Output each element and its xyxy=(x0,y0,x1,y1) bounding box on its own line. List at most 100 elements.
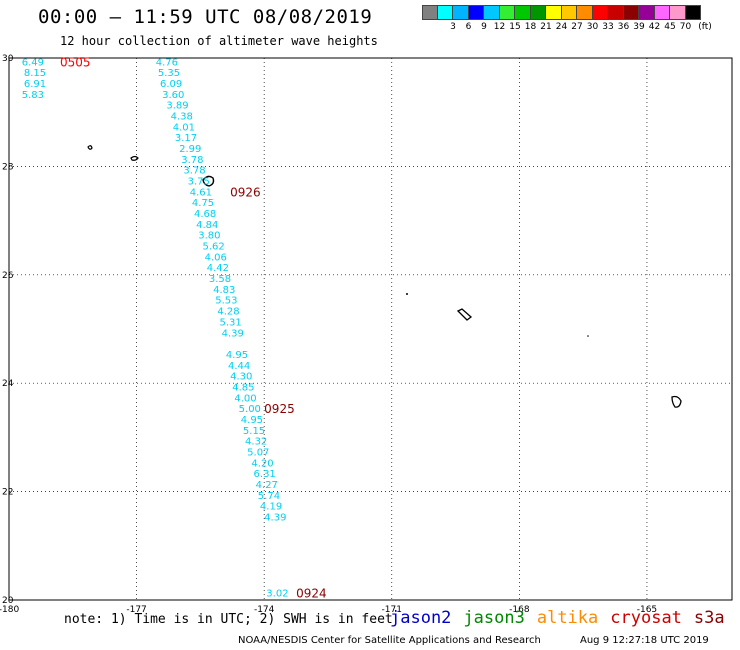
island-shape xyxy=(202,175,215,187)
longitude-tick-label: -168 xyxy=(509,605,530,615)
wave-height-label: 3.80 xyxy=(198,231,220,242)
wave-height-label: 4.61 xyxy=(190,187,212,198)
credit-line: NOAA/NESDIS Center for Satellite Applica… xyxy=(238,635,541,646)
wave-height-label: 4.85 xyxy=(232,382,254,393)
wave-height-label: 4.42 xyxy=(207,263,229,274)
wave-height-label: 4.32 xyxy=(245,437,267,448)
legend-label: 30 xyxy=(586,22,599,32)
wave-height-label: 3.58 xyxy=(209,274,231,285)
map-frame xyxy=(8,57,733,601)
legend-swatch xyxy=(484,5,500,20)
wave-height-label: 3.02 xyxy=(266,588,288,599)
latitude-tick-label: 30 xyxy=(2,54,14,64)
wave-height-label: 4.00 xyxy=(234,393,256,404)
legend-swatch xyxy=(654,5,670,20)
longitude-tick-label: -174 xyxy=(254,605,275,615)
wave-height-label: 8.15 xyxy=(24,68,46,79)
wave-height-label: 5.83 xyxy=(22,90,44,101)
wave-height-label: 3.78 xyxy=(181,155,203,166)
legend-swatch xyxy=(561,5,577,20)
legend-swatch xyxy=(468,5,484,20)
legend-label: 39 xyxy=(633,22,645,32)
satellite-name: s3a xyxy=(693,608,725,628)
legend-swatch xyxy=(515,5,531,20)
longitude-tick-label: -180 xyxy=(0,605,19,615)
island-shape xyxy=(671,395,682,408)
latitude-tick-label: 20 xyxy=(2,596,14,606)
wave-height-label: 4.01 xyxy=(173,122,195,133)
wave-height-label: 5.31 xyxy=(220,317,242,328)
longitude-tick-label: -165 xyxy=(637,605,657,615)
wave-height-label: 5.53 xyxy=(215,296,237,307)
latitude-tick-label: 26 xyxy=(2,271,14,281)
wave-height-label: 4.76 xyxy=(156,57,178,68)
wave-height-label: 5.35 xyxy=(158,68,180,79)
satellite-name: jason2 xyxy=(390,608,452,628)
generated-timestamp: Aug 9 12:27:18 UTC 2019 xyxy=(580,635,709,646)
legend-swatch xyxy=(453,5,469,20)
wave-height-label: 4.19 xyxy=(260,502,282,513)
island-shape xyxy=(587,335,589,337)
wave-height-label: 4.44 xyxy=(228,361,250,372)
legend-swatch xyxy=(685,5,701,20)
island-shape xyxy=(406,293,408,295)
legend-label: 18 xyxy=(524,22,537,32)
wave-height-label: 4.27 xyxy=(256,480,278,491)
legend-swatch xyxy=(437,5,453,20)
legend-swatch xyxy=(639,5,655,20)
legend-swatch xyxy=(422,5,438,20)
legend-label: 36 xyxy=(617,22,630,32)
latitude-tick-label: 22 xyxy=(2,488,13,498)
legend-label: 9 xyxy=(481,22,487,32)
wave-height-label: 5.62 xyxy=(203,242,225,253)
latitude-tick-label: 28 xyxy=(2,162,14,172)
wave-height-label: 5.74 xyxy=(258,491,280,502)
wave-height-label: 3.75 xyxy=(188,176,210,187)
wave-height-label: 4.95 xyxy=(226,350,248,361)
satellite-name: jason3 xyxy=(463,608,525,628)
legend-label: 21 xyxy=(540,22,552,32)
wave-height-label: 5.00 xyxy=(239,404,261,415)
wave-height-label: 6.31 xyxy=(254,469,276,480)
wave-height-label: 4.38 xyxy=(171,111,193,122)
island-shape xyxy=(456,308,473,321)
wave-height-label: 4.95 xyxy=(241,415,263,426)
legend-swatch xyxy=(623,5,639,20)
legend-label: 15 xyxy=(509,22,521,32)
legend-swatch xyxy=(670,5,686,20)
pass-time-label: 0924 xyxy=(296,586,327,600)
wave-height-label: 4.83 xyxy=(213,285,235,296)
wave-height-label: 3.17 xyxy=(175,133,197,144)
wave-height-map: -180 -177 -174 -171 -168 -165 30 28 26 24 22 20 4.76… xyxy=(0,54,733,615)
island-shape xyxy=(130,155,139,161)
legend-label: 45 xyxy=(664,22,676,32)
wave-height-label: 2.99 xyxy=(179,144,201,155)
legend-label: 12 xyxy=(493,22,506,32)
footer-note: note: 1) Time is in UTC; 2) SWH is in fe… xyxy=(64,612,393,627)
wave-height-label: 5.15 xyxy=(243,426,265,437)
legend-label: 24 xyxy=(555,22,568,32)
island-shape xyxy=(87,145,93,150)
legend-labels: 3 6 9 12 15 18 21 24 27 30 33 36 39 42 45 70 (ft) xyxy=(422,20,740,34)
wave-height-label: 3.89 xyxy=(166,101,188,112)
satellite-legend: jason2 jason3 altika cryosat s3a xyxy=(390,608,737,628)
pass-time-label: 0505 xyxy=(60,55,91,69)
wave-height-label: 3.78 xyxy=(183,166,205,177)
legend-label: 42 xyxy=(648,22,661,32)
wave-height-label: 4.06 xyxy=(205,252,227,263)
longitude-tick-label: -171 xyxy=(382,605,402,615)
legend-unit: (ft) xyxy=(698,22,712,32)
legend-swatches xyxy=(422,5,740,20)
satellite-name: altika xyxy=(536,608,599,628)
legend-swatch xyxy=(499,5,515,20)
wave-height-label: 4.75 xyxy=(192,198,214,209)
legend-label: 33 xyxy=(602,22,614,32)
wave-height-label: 6.91 xyxy=(24,79,46,90)
wave-height-label: 3.60 xyxy=(162,90,184,101)
wave-height-label: 4.84 xyxy=(196,220,218,231)
legend-label: 70 xyxy=(679,22,692,32)
legend-label: 27 xyxy=(571,22,583,32)
wave-height-label: 6.09 xyxy=(160,79,182,90)
legend-label: 6 xyxy=(465,22,472,32)
map-title: 00:00 — 11:59 UTC 08/08/2019 xyxy=(38,6,373,28)
